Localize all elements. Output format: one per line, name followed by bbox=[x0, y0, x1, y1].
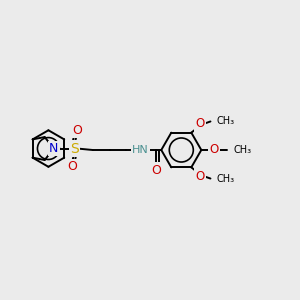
Text: O: O bbox=[196, 117, 205, 130]
Text: HN: HN bbox=[132, 145, 149, 155]
Text: S: S bbox=[70, 142, 79, 155]
Text: CH₃: CH₃ bbox=[233, 145, 251, 155]
Text: N: N bbox=[49, 142, 58, 155]
Text: O: O bbox=[196, 170, 205, 183]
Text: O: O bbox=[72, 124, 82, 137]
Text: CH₃: CH₃ bbox=[217, 173, 235, 184]
Text: O: O bbox=[209, 143, 219, 157]
Text: O: O bbox=[151, 164, 161, 176]
Text: CH₃: CH₃ bbox=[217, 116, 235, 127]
Text: O: O bbox=[67, 160, 77, 173]
